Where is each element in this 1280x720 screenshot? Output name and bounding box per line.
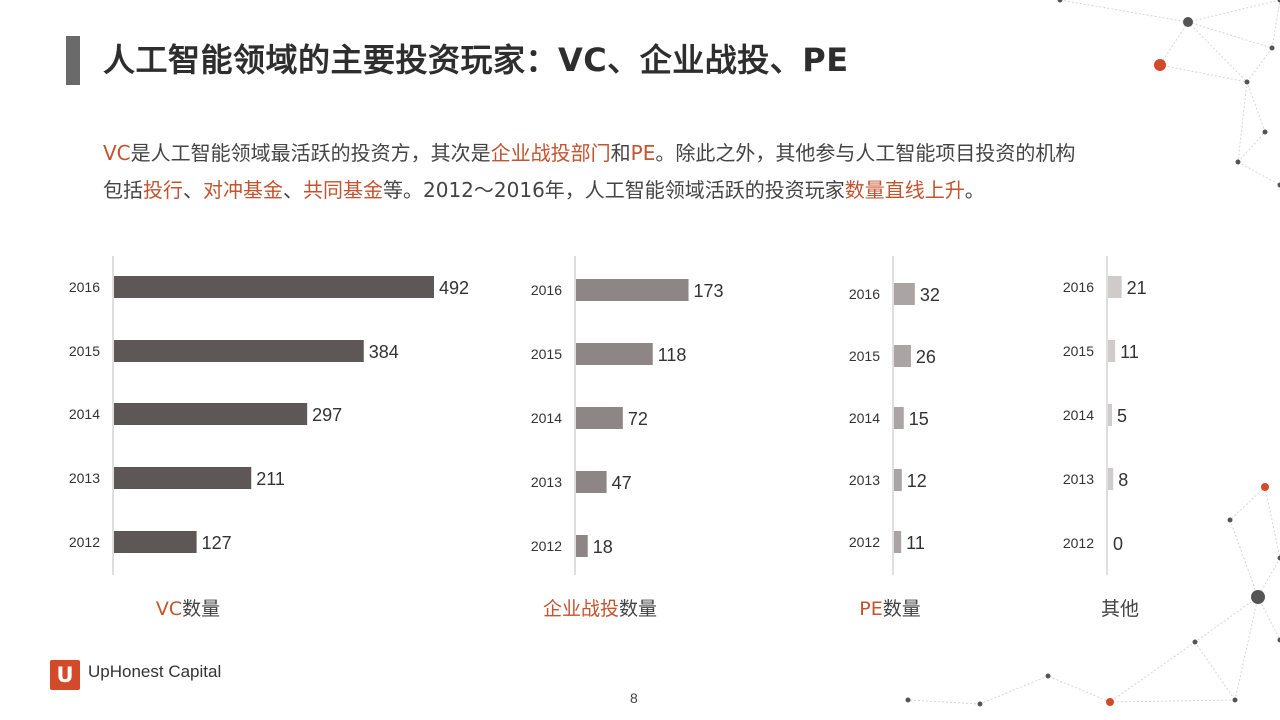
data-label: 26: [916, 347, 936, 367]
year-tick-label: 2012: [1063, 535, 1094, 551]
data-label: 173: [694, 281, 724, 301]
data-label: 21: [1127, 278, 1147, 298]
chart-x-label-part: 其他: [1101, 598, 1139, 620]
year-tick-label: 2016: [69, 279, 100, 295]
intro-text-span: 、: [183, 178, 203, 202]
page-title: 人工智能领域的主要投资玩家：VC、企业战投、PE: [103, 41, 849, 79]
chart-x-label-part: VC: [156, 598, 182, 620]
intro-paragraph: VC是人工智能领域最活跃的投资方，其次是企业战投部门和PE。除此之外，其他参与人…: [103, 135, 1213, 209]
bar: [1108, 276, 1122, 298]
year-tick-label: 2015: [69, 343, 100, 359]
intro-text-span: 共同基金: [303, 178, 383, 202]
bar: [114, 531, 197, 553]
bar: [114, 276, 434, 298]
data-label: 0: [1113, 534, 1123, 554]
year-tick-label: 2014: [1063, 407, 1094, 423]
data-label: 12: [907, 471, 927, 491]
data-label: 492: [439, 278, 469, 298]
bar: [576, 471, 607, 493]
bar: [114, 467, 252, 489]
bar: [576, 343, 653, 365]
page-number: 8: [630, 690, 638, 706]
year-tick-label: 2016: [1063, 279, 1094, 295]
bar: [894, 531, 902, 553]
intro-text-span: VC: [103, 141, 131, 165]
chart-x-label: 其他: [1101, 598, 1139, 620]
intro-text-span: 数量直线上升: [844, 178, 965, 202]
intro-text-span: 。除此之外，其他参与人工智能项目投资的机构: [655, 141, 1076, 165]
chart-3: 2016 32 2015 26 2014 15 2013 12 2012 11 PE数量: [849, 256, 940, 620]
bar: [894, 469, 902, 491]
bar: [1108, 404, 1112, 426]
year-tick-label: 2013: [69, 470, 100, 486]
chart-2: 2016 173 2015 118 2014 72 2013 47 2012 18 企业战投数量: [531, 256, 724, 620]
chart-x-label: VC数量: [156, 598, 220, 620]
year-tick-label: 2016: [849, 286, 880, 302]
year-tick-label: 2012: [69, 534, 100, 550]
bar: [576, 407, 623, 429]
data-label: 211: [256, 469, 285, 489]
bar: [1108, 468, 1114, 490]
year-tick-label: 2016: [531, 282, 562, 298]
year-tick-label: 2014: [849, 410, 880, 426]
year-tick-label: 2012: [849, 534, 880, 550]
intro-text-span: 。: [964, 178, 985, 202]
intro-text-span: 企业战投部门: [490, 141, 611, 165]
chart-x-label-part: 企业战投: [543, 598, 619, 620]
data-label: 8: [1118, 470, 1128, 490]
bar: [1108, 340, 1116, 362]
year-tick-label: 2015: [849, 348, 880, 364]
brand-name: UpHonest Capital: [88, 662, 222, 681]
title-accent-bar: [66, 36, 80, 85]
bar: [114, 403, 308, 425]
data-label: 11: [906, 533, 925, 553]
data-label: 5: [1117, 406, 1127, 426]
year-tick-label: 2015: [531, 346, 562, 362]
bar: [894, 407, 904, 429]
intro-text-span: 等。2012～2016年，人工智能领域活跃的投资玩家: [383, 178, 845, 202]
intro-line-1: VC是人工智能领域最活跃的投资方，其次是企业战投部门和PE。除此之外，其他参与人…: [103, 135, 1213, 172]
year-tick-label: 2013: [849, 472, 880, 488]
bar: [894, 345, 911, 367]
year-tick-label: 2013: [531, 474, 562, 490]
bar: [576, 535, 588, 557]
year-tick-label: 2014: [69, 406, 100, 422]
bar: [576, 279, 689, 301]
chart-x-label-part: 数量: [619, 598, 657, 620]
bar: [894, 283, 915, 305]
data-label: 32: [920, 285, 940, 305]
data-label: 72: [628, 409, 648, 429]
chart-x-label: PE数量: [859, 598, 920, 620]
chart-x-label-part: PE: [859, 598, 882, 620]
intro-text-span: 对冲基金: [203, 178, 283, 202]
data-label: 18: [593, 537, 613, 557]
intro-text-span: 是人工智能领域最活跃的投资方，其次是: [130, 141, 491, 165]
intro-text-span: PE: [630, 141, 656, 165]
intro-line-2: 包括投行、对冲基金、共同基金等。2012～2016年，人工智能领域活跃的投资玩家…: [103, 172, 1213, 209]
chart-x-label-part: 数量: [883, 598, 921, 620]
data-label: 11: [1120, 342, 1139, 362]
intro-text-span: 和: [610, 141, 631, 165]
year-tick-label: 2015: [1063, 343, 1094, 359]
data-label: 297: [312, 405, 342, 425]
data-label: 15: [909, 409, 929, 429]
year-tick-label: 2012: [531, 538, 562, 554]
data-label: 384: [369, 342, 399, 362]
chart-x-label-part: 数量: [182, 598, 220, 620]
chart-x-label: 企业战投数量: [543, 598, 657, 620]
data-label: 127: [202, 533, 232, 553]
bar: [114, 340, 364, 362]
year-tick-label: 2013: [1063, 471, 1094, 487]
data-label: 47: [612, 473, 632, 493]
year-tick-label: 2014: [531, 410, 562, 426]
chart-1: 2016 492 2015 384 2014 297 2013 211 2012 127 VC数量: [69, 256, 469, 620]
intro-text-span: 包括: [103, 178, 143, 202]
uphonest-logo-icon: U: [50, 660, 80, 690]
chart-4: 2016 21 2015 11 2014 5 2013 8 2012 0 其他: [1063, 256, 1147, 620]
intro-text-span: 投行: [143, 178, 183, 202]
intro-text-span: 、: [283, 178, 303, 202]
data-label: 118: [658, 345, 687, 365]
